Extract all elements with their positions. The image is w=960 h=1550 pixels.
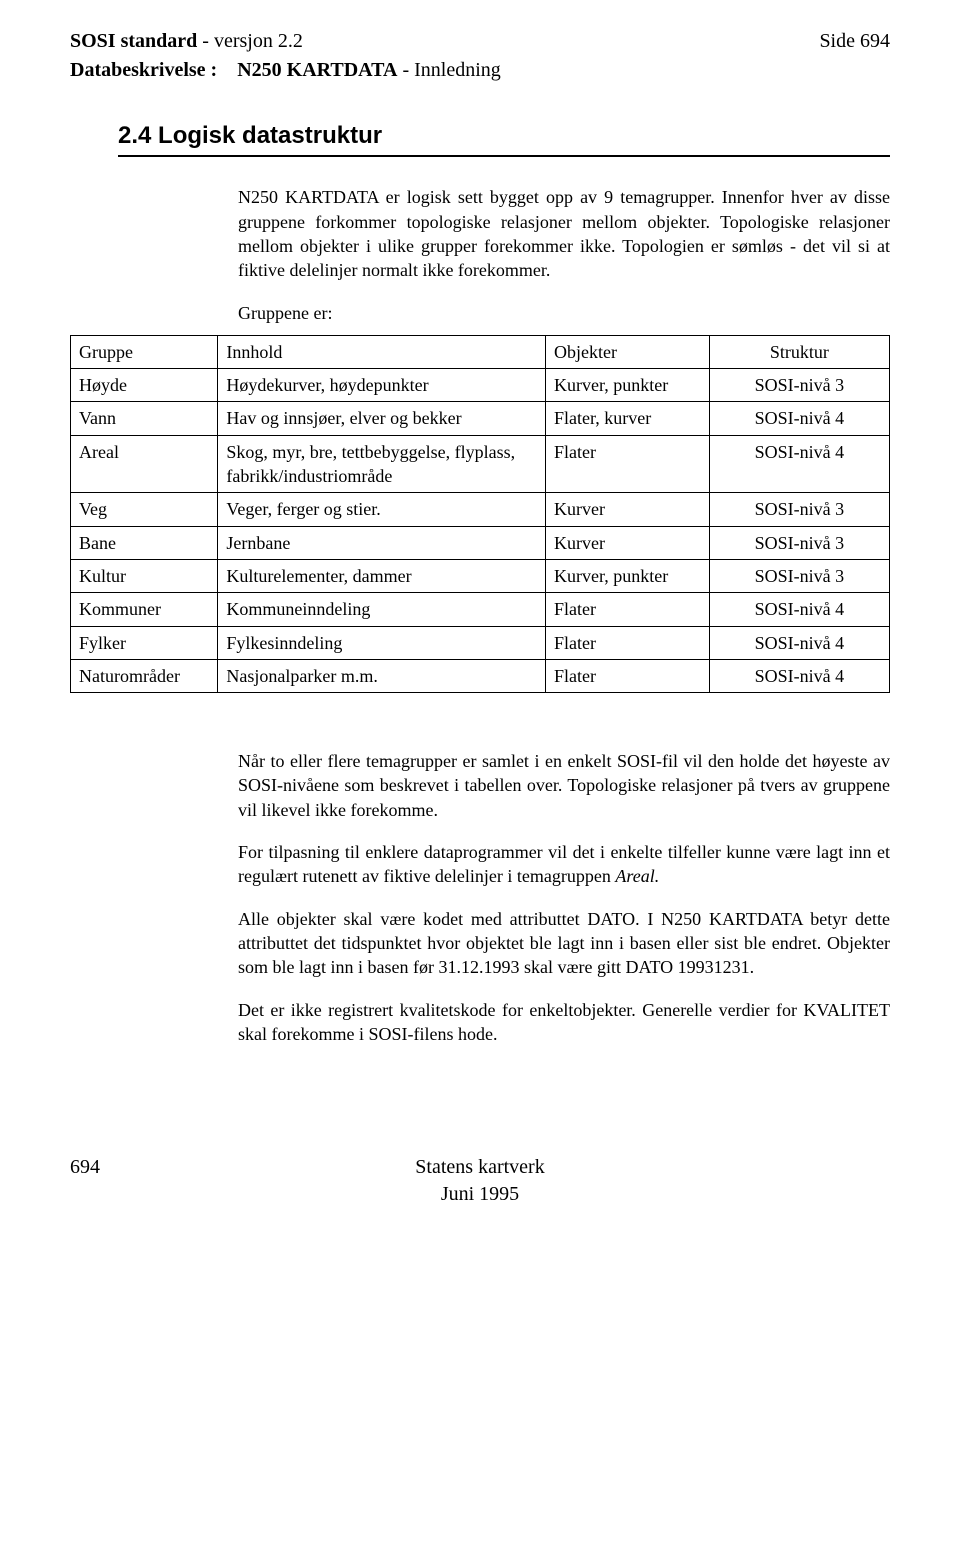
table-row: Areal Skog, myr, bre, tettbebyggelse, fl… xyxy=(71,435,890,493)
databeskrivelse-label: Databeskrivelse : xyxy=(70,59,217,81)
table-body: Høyde Høydekurver, høydepunkter Kurver, … xyxy=(71,369,890,693)
cell-struktur: SOSI-nivå 4 xyxy=(709,659,889,692)
body-paragraph-2: For tilpasning til enklere dataprogramme… xyxy=(238,840,890,889)
body-paragraph-1: Når to eller flere temagrupper er samlet… xyxy=(238,749,890,822)
cell-gruppe: Høyde xyxy=(71,369,218,402)
header-right: Side 694 xyxy=(819,28,890,55)
doc-header: SOSI standard - versjon 2.2 Side 694 xyxy=(70,28,890,55)
col-struktur: Struktur xyxy=(709,335,889,368)
cell-objekter: Flater xyxy=(546,593,710,626)
cell-struktur: SOSI-nivå 4 xyxy=(709,435,889,493)
cell-struktur: SOSI-nivå 3 xyxy=(709,493,889,526)
cell-gruppe: Areal xyxy=(71,435,218,493)
cell-struktur: SOSI-nivå 4 xyxy=(709,626,889,659)
body-p2a: For tilpasning til enklere dataprogramme… xyxy=(238,842,890,886)
table-row: Veg Veger, ferger og stier. Kurver SOSI-… xyxy=(71,493,890,526)
table-row: Naturområder Nasjonalparker m.m. Flater … xyxy=(71,659,890,692)
cell-innhold: Nasjonalparker m.m. xyxy=(218,659,546,692)
version-text: - versjon 2.2 xyxy=(197,30,303,52)
section-rule xyxy=(118,155,890,157)
standard-label: SOSI standard xyxy=(70,30,197,52)
footer-date: Juni 1995 xyxy=(415,1181,544,1208)
cell-objekter: Kurver, punkter xyxy=(546,559,710,592)
table-header-row: Gruppe Innhold Objekter Struktur xyxy=(71,335,890,368)
footer-center: Statens kartverk Juni 1995 xyxy=(415,1154,544,1208)
side-label: Side xyxy=(819,30,860,52)
cell-objekter: Kurver, punkter xyxy=(546,369,710,402)
body-p2b-italic: Areal. xyxy=(615,866,659,886)
cell-objekter: Kurver xyxy=(546,493,710,526)
table-row: Vann Hav og innsjøer, elver og bekker Fl… xyxy=(71,402,890,435)
cell-struktur: SOSI-nivå 3 xyxy=(709,369,889,402)
cell-objekter: Flater, kurver xyxy=(546,402,710,435)
cell-struktur: SOSI-nivå 4 xyxy=(709,593,889,626)
cell-innhold: Høydekurver, høydepunkter xyxy=(218,369,546,402)
intro-paragraph-1: N250 KARTDATA er logisk sett bygget opp … xyxy=(238,185,890,282)
groups-table: Gruppe Innhold Objekter Struktur Høyde H… xyxy=(70,335,890,693)
cell-innhold: Jernbane xyxy=(218,526,546,559)
footer-page-number: 694 xyxy=(70,1154,100,1181)
cell-struktur: SOSI-nivå 3 xyxy=(709,559,889,592)
cell-struktur: SOSI-nivå 3 xyxy=(709,526,889,559)
table-row: Kommuner Kommuneinndeling Flater SOSI-ni… xyxy=(71,593,890,626)
cell-objekter: Flater xyxy=(546,435,710,493)
table-row: Kultur Kulturelementer, dammer Kurver, p… xyxy=(71,559,890,592)
header-left: SOSI standard - versjon 2.2 xyxy=(70,28,303,55)
cell-gruppe: Vann xyxy=(71,402,218,435)
cell-gruppe: Kultur xyxy=(71,559,218,592)
side-number: 694 xyxy=(860,30,890,52)
col-gruppe: Gruppe xyxy=(71,335,218,368)
cell-innhold: Fylkesinndeling xyxy=(218,626,546,659)
cell-objekter: Kurver xyxy=(546,526,710,559)
table-row: Bane Jernbane Kurver SOSI-nivå 3 xyxy=(71,526,890,559)
cell-objekter: Flater xyxy=(546,626,710,659)
col-innhold: Innhold xyxy=(218,335,546,368)
footer-org: Statens kartverk xyxy=(415,1154,544,1181)
cell-objekter: Flater xyxy=(546,659,710,692)
cell-innhold: Kulturelementer, dammer xyxy=(218,559,546,592)
cell-gruppe: Bane xyxy=(71,526,218,559)
table-row: Fylker Fylkesinndeling Flater SOSI-nivå … xyxy=(71,626,890,659)
cell-innhold: Skog, myr, bre, tettbebyggelse, flyplass… xyxy=(218,435,546,493)
intro-paragraph-2: Gruppene er: xyxy=(238,301,890,325)
cell-innhold: Hav og innsjøer, elver og bekker xyxy=(218,402,546,435)
cell-gruppe: Naturområder xyxy=(71,659,218,692)
cell-innhold: Kommuneinndeling xyxy=(218,593,546,626)
doc-footer: 694 Statens kartverk Juni 1995 xyxy=(70,1154,890,1208)
col-objekter: Objekter xyxy=(546,335,710,368)
doc-subtitle: Databeskrivelse : N250 KARTDATA - Innled… xyxy=(70,57,890,84)
cell-gruppe: Fylker xyxy=(71,626,218,659)
cell-struktur: SOSI-nivå 4 xyxy=(709,402,889,435)
cell-gruppe: Veg xyxy=(71,493,218,526)
body-paragraph-4: Det er ikke registrert kvalitetskode for… xyxy=(238,998,890,1047)
section-heading: 2.4 Logisk datastruktur xyxy=(118,120,890,152)
table-row: Høyde Høydekurver, høydepunkter Kurver, … xyxy=(71,369,890,402)
cell-innhold: Veger, ferger og stier. xyxy=(218,493,546,526)
body-paragraph-3: Alle objekter skal være kodet med attrib… xyxy=(238,907,890,980)
databeskrivelse-value: N250 KARTDATA xyxy=(237,59,397,81)
cell-gruppe: Kommuner xyxy=(71,593,218,626)
subtitle-suffix: - Innledning xyxy=(397,59,500,81)
